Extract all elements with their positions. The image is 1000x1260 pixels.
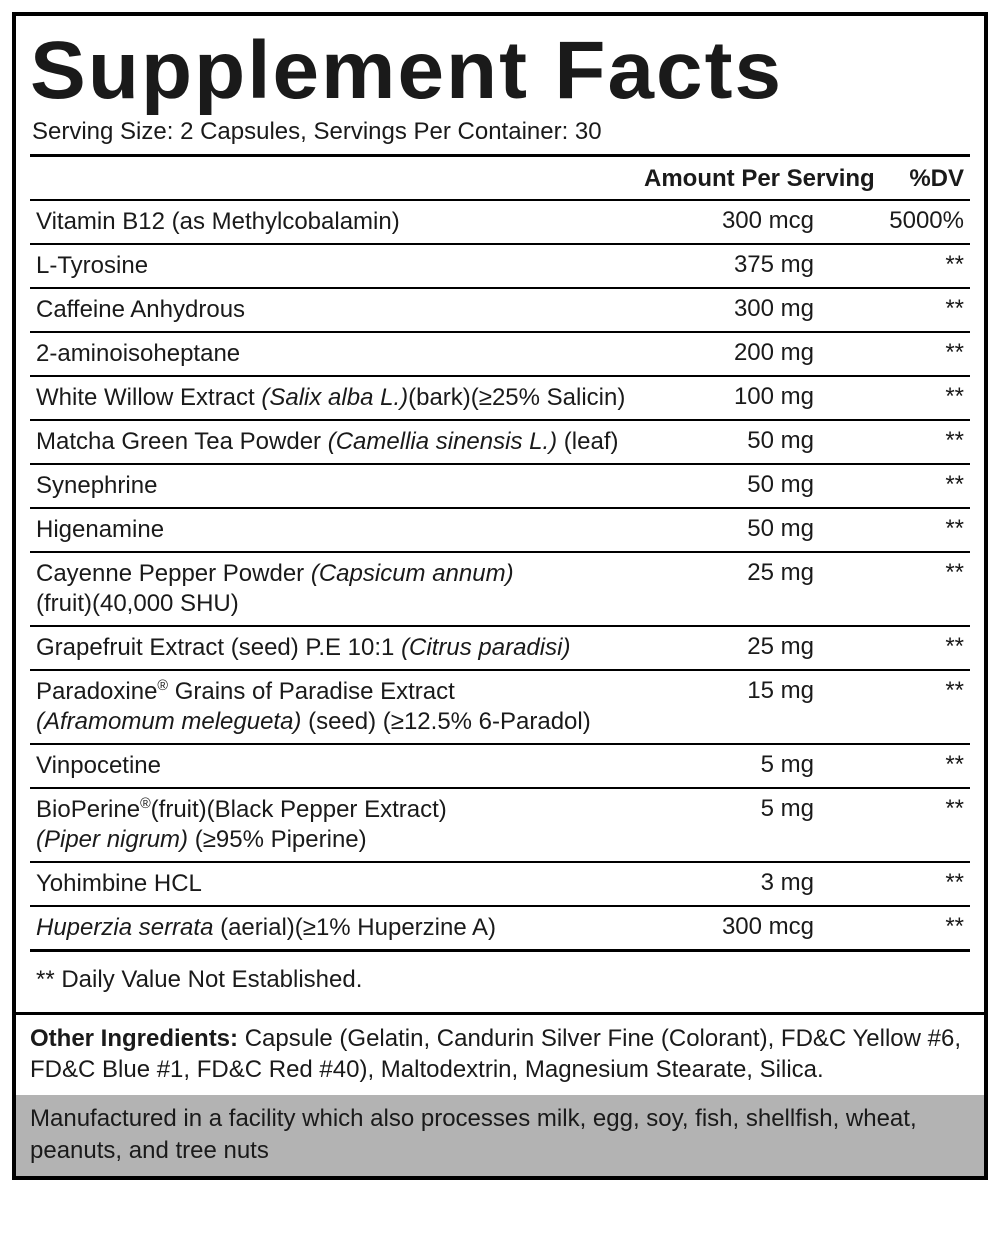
table-row: Synephrine50 mg** [30, 465, 970, 509]
ingredient-dv: ** [844, 339, 964, 367]
ingredient-name: Cayenne Pepper Powder (Capsicum annum)(f… [36, 559, 644, 619]
ingredient-name: BioPerine®(fruit)(Black Pepper Extract)(… [36, 795, 644, 855]
ingredient-amount: 200 mg [644, 339, 844, 367]
table-row: Vinpocetine5 mg** [30, 745, 970, 789]
table-row: Matcha Green Tea Powder (Camellia sinens… [30, 421, 970, 465]
header-amount: Amount Per Serving [644, 165, 844, 193]
ingredient-dv: ** [844, 251, 964, 279]
ingredient-name: Synephrine [36, 471, 644, 501]
ingredient-name: Vinpocetine [36, 751, 644, 781]
ingredient-name: 2-aminoisoheptane [36, 339, 644, 369]
table-row: L-Tyrosine375 mg** [30, 245, 970, 289]
table-header-row: Amount Per Serving %DV [30, 157, 970, 201]
supplement-facts-panel: Supplement Facts Serving Size: 2 Capsule… [12, 12, 988, 1180]
ingredient-name: Yohimbine HCL [36, 869, 644, 899]
ingredient-name: Paradoxine® Grains of Paradise Extract(A… [36, 677, 644, 737]
ingredient-dv: ** [844, 471, 964, 499]
ingredient-name: Caffeine Anhydrous [36, 295, 644, 325]
ingredient-name: Vitamin B12 (as Methylcobalamin) [36, 207, 644, 237]
ingredient-name: Huperzia serrata (aerial)(≥1% Huperzine … [36, 913, 644, 943]
ingredient-name: L-Tyrosine [36, 251, 644, 281]
ingredient-amount: 300 mcg [644, 913, 844, 941]
ingredient-amount: 3 mg [644, 869, 844, 897]
ingredient-name: Higenamine [36, 515, 644, 545]
ingredient-amount: 25 mg [644, 559, 844, 587]
panel-title: Supplement Facts [30, 30, 989, 112]
ingredients-table: Amount Per Serving %DV Vitamin B12 (as M… [30, 154, 970, 952]
ingredient-dv: ** [844, 913, 964, 941]
other-ingredients: Other Ingredients: Capsule (Gelatin, Can… [16, 1012, 984, 1095]
ingredient-amount: 300 mg [644, 295, 844, 323]
dv-footnote: ** Daily Value Not Established. [30, 952, 970, 1012]
ingredient-amount: 5 mg [644, 795, 844, 823]
table-row: Cayenne Pepper Powder (Capsicum annum)(f… [30, 553, 970, 627]
other-ingredients-label: Other Ingredients: [30, 1025, 245, 1052]
serving-line: Serving Size: 2 Capsules, Servings Per C… [32, 118, 970, 146]
table-row: Grapefruit Extract (seed) P.E 10:1 (Citr… [30, 627, 970, 671]
ingredient-name: Matcha Green Tea Powder (Camellia sinens… [36, 427, 644, 457]
ingredient-dv: ** [844, 677, 964, 705]
ingredient-dv: ** [844, 295, 964, 323]
table-row: BioPerine®(fruit)(Black Pepper Extract)(… [30, 789, 970, 863]
ingredient-dv: ** [844, 559, 964, 587]
table-row: Higenamine50 mg** [30, 509, 970, 553]
ingredient-amount: 100 mg [644, 383, 844, 411]
table-row: Huperzia serrata (aerial)(≥1% Huperzine … [30, 907, 970, 949]
ingredient-dv: ** [844, 515, 964, 543]
supplement-facts-outer: Supplement Facts Serving Size: 2 Capsule… [0, 0, 1000, 1192]
ingredient-dv: ** [844, 795, 964, 823]
table-row: Paradoxine® Grains of Paradise Extract(A… [30, 671, 970, 745]
ingredient-amount: 15 mg [644, 677, 844, 705]
ingredient-name: Grapefruit Extract (seed) P.E 10:1 (Citr… [36, 633, 644, 663]
header-dv: %DV [844, 165, 964, 193]
table-row: White Willow Extract (Salix alba L.)(bar… [30, 377, 970, 421]
allergen-statement: Manufactured in a facility which also pr… [16, 1095, 984, 1175]
ingredient-dv: ** [844, 633, 964, 661]
ingredient-dv: 5000% [844, 207, 964, 235]
ingredient-amount: 50 mg [644, 427, 844, 455]
header-name-spacer [36, 165, 644, 193]
table-body: Vitamin B12 (as Methylcobalamin)300 mcg5… [30, 201, 970, 949]
ingredient-dv: ** [844, 383, 964, 411]
table-row: 2-aminoisoheptane200 mg** [30, 333, 970, 377]
ingredient-amount: 375 mg [644, 251, 844, 279]
ingredient-amount: 50 mg [644, 515, 844, 543]
ingredient-amount: 25 mg [644, 633, 844, 661]
table-row: Yohimbine HCL3 mg** [30, 863, 970, 907]
ingredient-name: White Willow Extract (Salix alba L.)(bar… [36, 383, 644, 413]
table-row: Caffeine Anhydrous300 mg** [30, 289, 970, 333]
table-row: Vitamin B12 (as Methylcobalamin)300 mcg5… [30, 201, 970, 245]
ingredient-dv: ** [844, 427, 964, 455]
ingredient-dv: ** [844, 869, 964, 897]
ingredient-amount: 5 mg [644, 751, 844, 779]
ingredient-amount: 300 mcg [644, 207, 844, 235]
ingredient-dv: ** [844, 751, 964, 779]
ingredient-amount: 50 mg [644, 471, 844, 499]
